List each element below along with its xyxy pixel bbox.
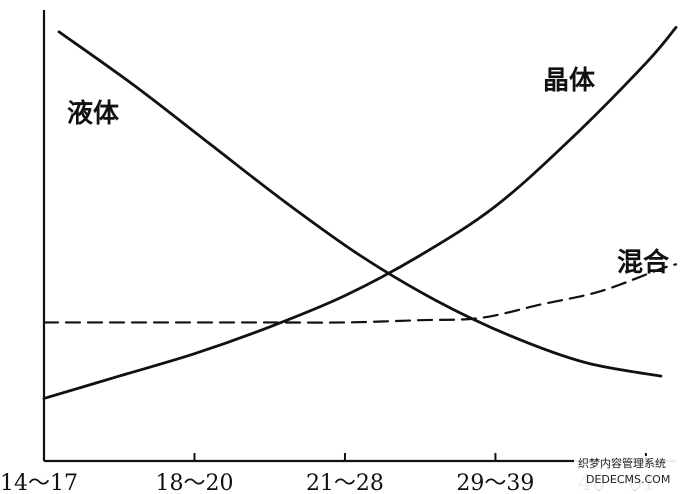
x-tick-label: 14～17 xyxy=(0,471,78,494)
series-label-2: 混合 xyxy=(617,247,670,278)
series-label-0: 液体 xyxy=(67,99,120,129)
series-line-1 xyxy=(42,26,678,400)
x-tick-label: 18～20 xyxy=(155,471,233,494)
series-line-0 xyxy=(57,30,663,378)
x-tick-label: 21～28 xyxy=(306,471,384,494)
series-label-1: 晶体 xyxy=(543,66,596,96)
watermark-text: 织梦内容管理系统 xyxy=(578,457,666,470)
x-tick-label: 29～39 xyxy=(456,471,534,494)
watermark-domain: DEDECMS.COM xyxy=(586,473,671,486)
watermark-background xyxy=(574,456,686,490)
series-line-2 xyxy=(42,263,678,324)
